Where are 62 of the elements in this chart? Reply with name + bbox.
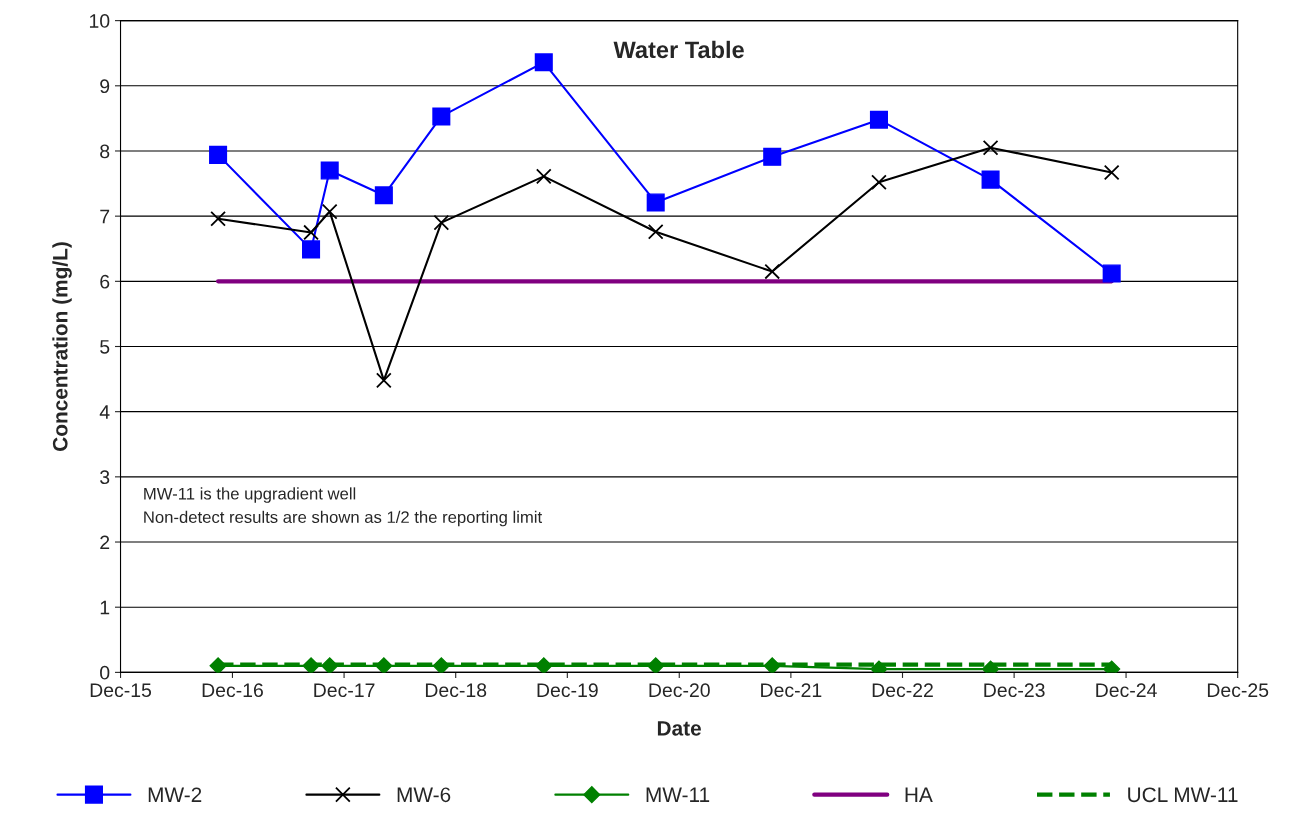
y-tick-label: 5 <box>100 340 110 354</box>
x-tick-label: Dec-15 <box>90 683 152 698</box>
point <box>302 240 321 259</box>
point <box>321 657 339 673</box>
x-tick-label: Dec-17 <box>314 683 375 698</box>
point <box>982 139 999 156</box>
x-tick-label: Dec-18 <box>425 683 487 698</box>
point <box>646 193 665 212</box>
point <box>321 203 338 220</box>
point <box>647 657 665 673</box>
x-tick-label: Dec-23 <box>984 683 1045 698</box>
text: Water Table <box>613 40 744 59</box>
point <box>534 53 553 72</box>
y-tick-label: 6 <box>100 274 110 289</box>
point <box>303 224 319 241</box>
annotation: Non-detect results are shown as 1/2 the reporting limit <box>144 510 543 527</box>
y-tick-label: 8 <box>100 144 110 159</box>
legend-label: MW-2 <box>148 787 202 802</box>
point <box>647 223 664 240</box>
point <box>981 170 1000 189</box>
point <box>1102 264 1121 283</box>
x-tick-label: Dec-21 <box>761 683 822 698</box>
point <box>302 657 320 673</box>
legend-label: UCL MW-11 <box>1128 787 1238 803</box>
point <box>763 147 782 166</box>
point <box>432 107 451 126</box>
point <box>375 657 393 673</box>
point <box>535 657 553 673</box>
point <box>374 186 393 205</box>
y-tick-label: 1 <box>100 600 110 615</box>
x-tick-label: Dec-20 <box>649 683 710 698</box>
point <box>209 657 227 673</box>
y-tick-label: 0 <box>100 665 110 680</box>
x-tick-label: Dec-16 <box>202 683 263 698</box>
point <box>764 263 781 280</box>
point <box>763 657 781 673</box>
point <box>535 168 552 185</box>
x-axis-title: Date <box>657 721 701 736</box>
legend-label: MW-11 <box>646 787 710 802</box>
y-tick-label: 2 <box>100 535 110 550</box>
point <box>375 372 392 389</box>
point <box>209 145 228 164</box>
point <box>320 161 339 180</box>
point <box>433 214 450 231</box>
legend-label: HA <box>905 787 933 802</box>
y-tick-label: 9 <box>100 79 110 94</box>
legend-label: MW-6 <box>397 787 451 803</box>
x-tick-label: Dec-24 <box>1096 683 1157 698</box>
y-tick-label: 4 <box>99 405 110 419</box>
annotation: MW-11 is the upgradient well <box>144 487 356 503</box>
x-tick-label: Dec-25 <box>1207 683 1269 698</box>
point <box>432 657 450 673</box>
point <box>1103 164 1120 181</box>
y-tick-label: 10 <box>89 14 110 28</box>
y-tick-label: 7 <box>100 209 110 224</box>
x-tick-label: Dec-19 <box>537 683 598 698</box>
y-tick-label: 3 <box>100 470 110 485</box>
y-axis-title: Concentration (mg/L) <box>52 242 72 451</box>
point <box>869 110 888 129</box>
point <box>210 210 226 227</box>
point <box>871 174 887 191</box>
x-tick-label: Dec-22 <box>872 683 933 698</box>
